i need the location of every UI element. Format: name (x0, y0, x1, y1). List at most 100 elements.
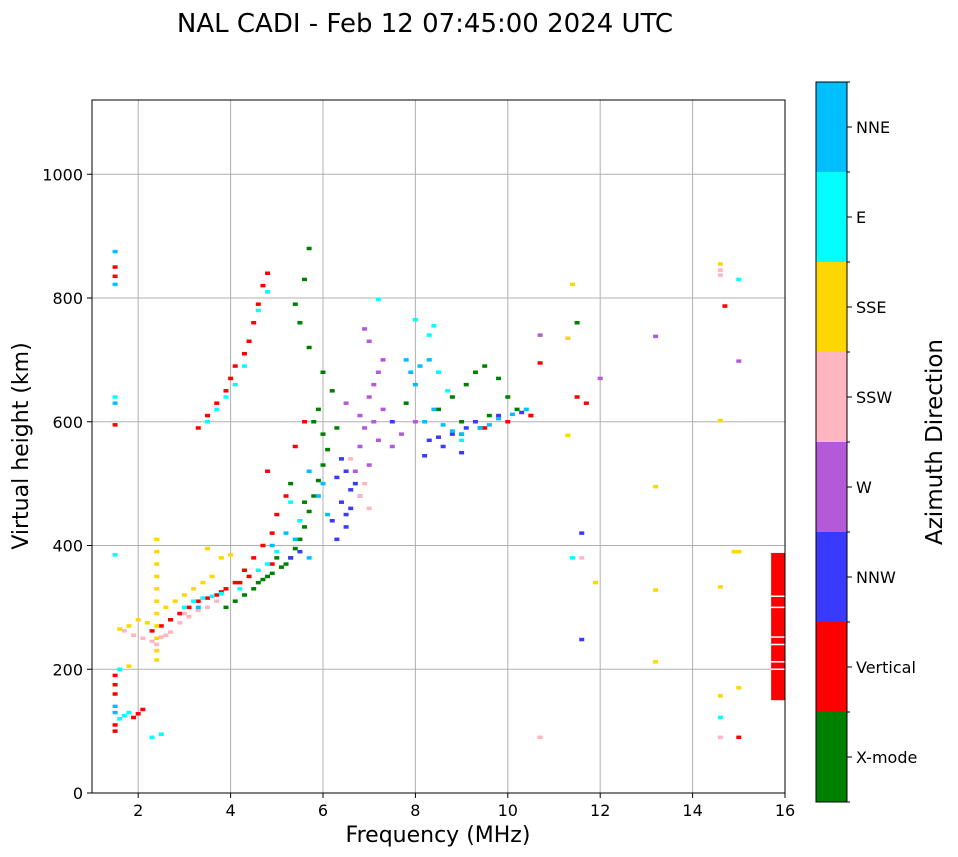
data-point-x-mode (334, 426, 340, 430)
colorbar-tick-label: W (856, 478, 872, 497)
colorbar-tick-label: NNE (856, 118, 890, 137)
x-tick-label: 6 (318, 801, 328, 820)
data-point-e (117, 717, 123, 721)
data-point-nne (269, 543, 275, 548)
data-point-ssw (158, 635, 164, 639)
data-point-vertical (251, 321, 257, 325)
colorbar-tick-label: NNW (856, 568, 896, 587)
data-point-w (380, 358, 386, 362)
data-point-vertical (232, 580, 238, 585)
data-point-sse (736, 549, 742, 554)
data-point-nnw (338, 500, 344, 504)
colorbar-segment-e (816, 172, 847, 262)
data-point-nnw (343, 469, 349, 473)
data-point-w (399, 432, 405, 436)
data-point-vertical (528, 413, 534, 418)
data-point-vertical (274, 512, 280, 517)
data-point-vertical (149, 629, 155, 633)
data-point-w (412, 420, 418, 424)
data-point-w (366, 395, 372, 399)
data-point-x-mode (260, 577, 266, 582)
data-point-ssw (154, 642, 160, 647)
data-point-sse (717, 418, 723, 423)
data-point-vertical (205, 413, 210, 418)
data-point-nne (486, 423, 492, 427)
x-tick-label: 10 (498, 801, 518, 820)
data-point-vertical (241, 568, 247, 572)
data-point-x-mode (292, 546, 298, 551)
data-point-sse (154, 587, 160, 591)
colorbar-segment-nne (816, 82, 847, 172)
data-point-e (149, 735, 155, 740)
data-point-x-mode (574, 321, 580, 325)
data-point-vertical (255, 302, 261, 306)
data-point-e (191, 599, 197, 603)
data-point-nne (112, 401, 118, 405)
data-point-sse (653, 660, 659, 664)
data-point-vertical (218, 590, 224, 594)
data-point-x-mode (325, 447, 331, 452)
data-point-nnw (334, 537, 340, 542)
data-point-ssw (186, 614, 192, 619)
data-point-e (218, 592, 224, 596)
data-point-nnw (440, 444, 446, 449)
colorbar-tick-label: E (856, 208, 866, 227)
data-point-nne (325, 512, 331, 517)
colorbar-tick-label: X-mode (856, 748, 917, 767)
data-point-sse (209, 574, 215, 579)
data-point-nnw (459, 450, 465, 455)
y-tick-label: 200 (52, 660, 83, 679)
data-point-x-mode (306, 509, 312, 514)
data-point-e (232, 382, 238, 387)
data-point-vertical (302, 420, 308, 424)
data-point-ssw (163, 633, 169, 637)
data-point-e (431, 324, 437, 328)
data-point-e (112, 553, 118, 557)
data-point-ssw (177, 621, 183, 625)
data-point-vertical (265, 271, 271, 275)
data-point-x-mode (223, 605, 229, 610)
data-point-nnw (348, 506, 354, 511)
data-point-e (223, 395, 229, 399)
data-point-vertical (177, 611, 183, 616)
data-point-x-mode (496, 376, 502, 381)
data-point-vertical (246, 339, 252, 344)
colorbar-tick-label: Vertical (856, 658, 916, 677)
data-point-x-mode (449, 395, 455, 399)
y-tick-label: 600 (52, 413, 83, 432)
data-point-sse (228, 553, 234, 557)
data-point-vertical (537, 361, 543, 365)
data-point-x-mode (255, 580, 261, 585)
data-point-e (265, 562, 271, 566)
data-point-ssw (579, 556, 585, 560)
data-point-w (362, 426, 368, 430)
data-point-vertical (135, 712, 141, 716)
data-point-nne (523, 407, 529, 412)
data-point-e (274, 549, 280, 554)
colorbar-segment-nnw (816, 532, 847, 622)
data-point-x-mode (311, 420, 317, 424)
data-point-nne (306, 556, 312, 560)
data-point-w (597, 376, 603, 381)
data-point-nnw (343, 525, 349, 529)
data-point-e (117, 667, 123, 671)
data-point-ssw (362, 481, 368, 486)
data-point-nnw (463, 426, 469, 430)
data-point-x-mode (288, 481, 294, 486)
y-tick-label: 0 (73, 784, 83, 803)
data-point-sse (181, 593, 187, 597)
x-tick-label: 12 (590, 801, 610, 820)
data-point-x-mode (329, 389, 335, 393)
data-point-nnw (297, 549, 303, 554)
data-point-sse (205, 546, 210, 551)
data-point-vertical (112, 682, 118, 687)
data-point-nnw (519, 410, 525, 415)
data-point-e (412, 317, 418, 322)
data-point-vertical (205, 596, 210, 600)
data-point-x-mode (251, 587, 257, 591)
data-point-vertical (195, 599, 201, 603)
data-point-nnw (352, 481, 358, 486)
data-point-e (445, 389, 451, 393)
data-point-x-mode (292, 302, 298, 306)
data-point-nnw (329, 519, 335, 523)
